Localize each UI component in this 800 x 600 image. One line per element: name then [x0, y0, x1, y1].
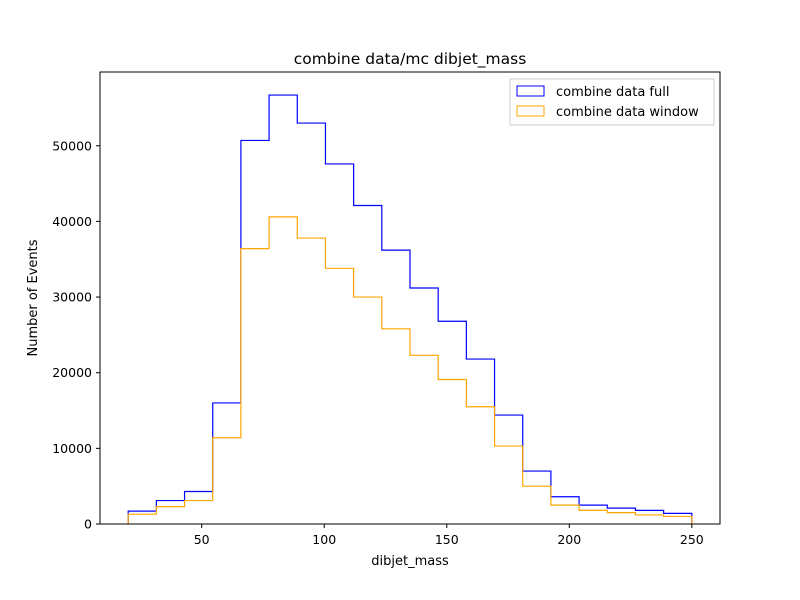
y-axis: 0 10000 20000 30000 40000 50000 [52, 138, 100, 532]
series-window-step [127, 216, 693, 524]
legend-label-full: combine data full [556, 85, 669, 100]
legend: combine data full combine data window [509, 78, 715, 126]
legend-swatch-window [516, 105, 545, 117]
legend-label-window: combine data window [556, 105, 699, 120]
chart-title: combine data/mc dibjet_mass [294, 50, 527, 69]
y-tick-label: 40000 [52, 214, 92, 229]
x-tick-label: 50 [194, 532, 210, 547]
x-tick-label: 100 [312, 532, 336, 547]
y-axis-label: Number of Events [26, 239, 41, 356]
legend-swatch-full [516, 85, 545, 97]
y-tick-label: 50000 [52, 138, 92, 153]
y-tick-label: 30000 [52, 290, 92, 305]
y-tick-label: 20000 [52, 365, 92, 380]
series-full-step [127, 94, 693, 524]
x-tick-label: 200 [557, 532, 581, 547]
x-tick-label: 250 [680, 532, 704, 547]
axes-frame [99, 71, 721, 525]
plot-area [127, 94, 693, 524]
y-tick-label: 10000 [52, 441, 92, 456]
x-axis-label: dibjet_mass [371, 554, 449, 569]
x-axis: 50 100 150 200 250 [194, 524, 704, 547]
y-tick-label: 0 [84, 517, 92, 532]
x-tick-label: 150 [435, 532, 459, 547]
